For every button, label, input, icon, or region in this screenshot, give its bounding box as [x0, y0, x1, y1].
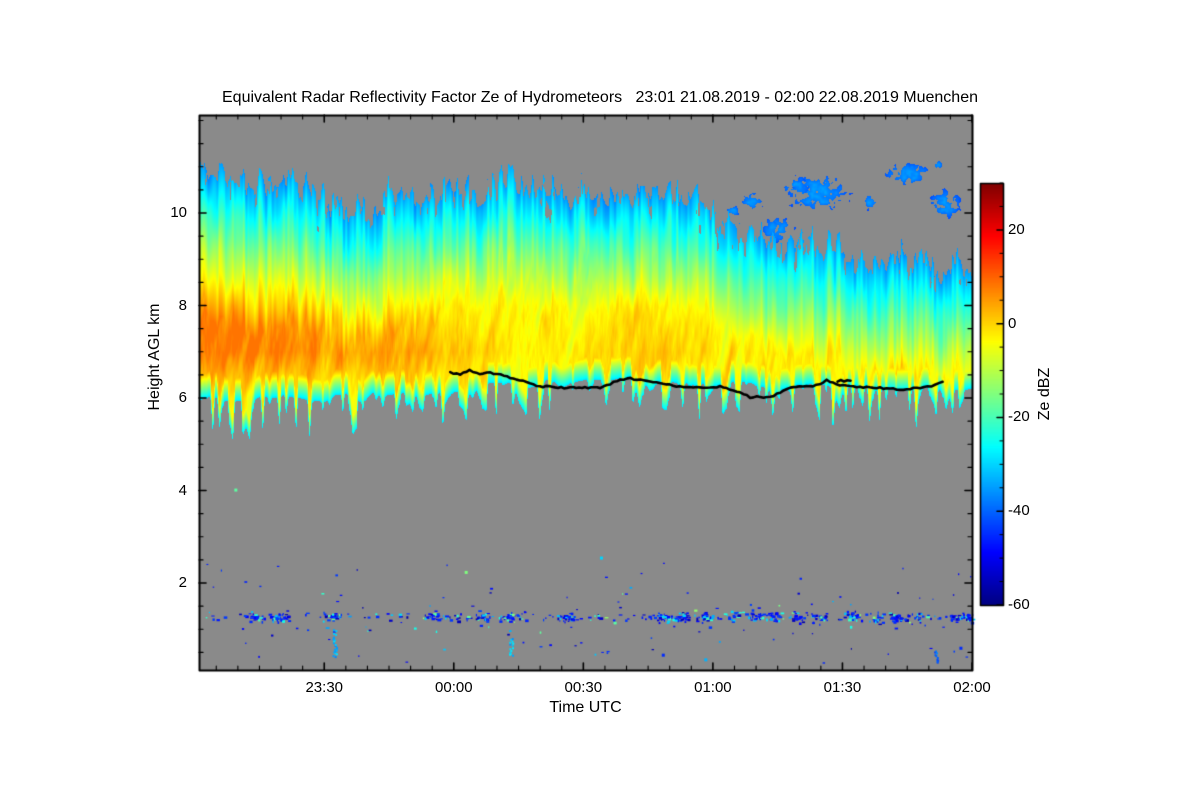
y-tick-label: 10 [170, 204, 187, 221]
chart-title: Equivalent Radar Reflectivity Factor Ze … [222, 89, 978, 106]
x-tick-label: 23:30 [305, 679, 344, 696]
x-axis-label: Time UTC [549, 699, 622, 716]
y-tick-label: 2 [178, 574, 187, 591]
y-tick-label: 6 [178, 389, 187, 406]
x-tick-label: 01:00 [694, 679, 732, 696]
colorbar-tick-label: 20 [1008, 220, 1025, 238]
y-tick-label: 8 [178, 296, 187, 314]
colorbar-tick-label: -40 [1008, 502, 1030, 520]
x-tick-label: 00:00 [435, 679, 473, 696]
x-tick-label: 00:30 [564, 679, 603, 696]
y-tick-label: 4 [178, 481, 187, 499]
x-tick-label: 01:30 [823, 679, 862, 696]
x-tick-label: 02:00 [953, 679, 991, 696]
colorbar-tick-label: 0 [1008, 314, 1017, 332]
colorbar-tick-label: -20 [1008, 408, 1030, 426]
colorbar-tick-label: -60 [1008, 596, 1030, 613]
